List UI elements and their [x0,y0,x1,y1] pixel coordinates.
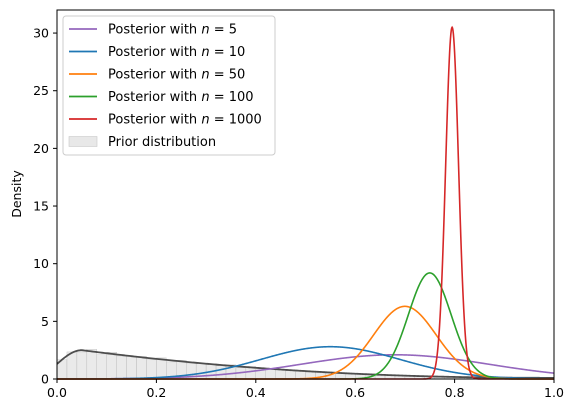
x-tick-label: 0.4 [246,385,266,400]
y-tick-label: 20 [33,141,49,156]
legend-swatch-prior [68,136,98,147]
legend-label-prior: Prior distribution [108,135,216,150]
x-axis: 0.0 0.2 0.4 0.6 0.8 1.0 [47,379,564,400]
prior-bar [66,351,78,380]
y-tick-label: 0 [41,372,49,387]
prior-bar [215,365,227,380]
prior-bar [285,370,296,380]
prior-density-line [56,349,554,379]
prior-bar [156,357,167,380]
legend-label: Posterior with n = 10 [108,45,245,60]
prior-bar [116,355,127,380]
prior-bar [265,368,276,380]
x-tick-label: 0.2 [146,385,166,400]
legend-box [62,15,276,156]
legend: Posterior with n = 5 Posterior with n = 1… [62,15,276,156]
x-tick-label: 0.8 [445,385,465,400]
y-tick-label: 15 [33,199,49,214]
prior-bar [136,356,147,380]
prior-bar [126,355,137,380]
x-tick-label: 0.0 [47,385,67,400]
x-tick-label: 1.0 [544,385,564,400]
legend-label: Posterior with n = 5 [108,23,237,38]
legend-label: Posterior with n = 1000 [108,113,262,128]
prior-bar [86,349,97,380]
prior-bar [96,354,107,380]
y-axis-label: Density [9,170,24,218]
y-tick-label: 25 [33,83,49,98]
legend-label: Posterior with n = 50 [108,68,245,83]
y-tick-label: 5 [41,314,49,329]
prior-bar [106,352,117,380]
plot-frame [56,9,555,380]
prior-bar [146,359,157,380]
prior-bar [76,351,88,380]
y-axis: 0 5 10 15 20 25 30 [33,26,57,387]
prior-bar [275,369,286,380]
y-tick-label: 10 [33,256,49,271]
legend-label: Posterior with n = 100 [108,90,254,105]
y-tick-label: 30 [33,26,49,41]
x-tick-label: 0.6 [345,385,365,400]
